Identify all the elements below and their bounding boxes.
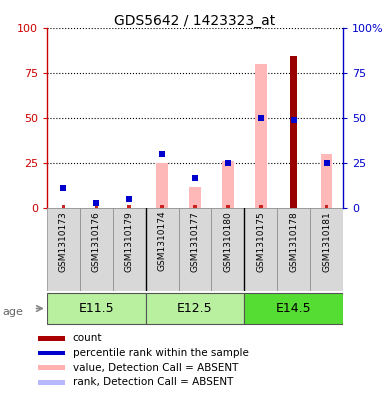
- Bar: [145, 292, 245, 325]
- Bar: [325, 205, 328, 208]
- Text: GSM1310180: GSM1310180: [223, 211, 232, 272]
- Text: E11.5: E11.5: [78, 302, 114, 315]
- Text: GSM1310177: GSM1310177: [190, 211, 200, 272]
- Text: GSM1310174: GSM1310174: [158, 211, 167, 272]
- Bar: [193, 205, 197, 208]
- Bar: [277, 208, 310, 291]
- Bar: [259, 205, 262, 208]
- Bar: [47, 292, 145, 325]
- Text: E14.5: E14.5: [276, 302, 312, 315]
- Bar: [160, 205, 164, 208]
- Text: GSM1310175: GSM1310175: [256, 211, 265, 272]
- Bar: [62, 205, 65, 208]
- Bar: [222, 161, 234, 208]
- Bar: [255, 64, 267, 208]
- Bar: [245, 292, 343, 325]
- Text: GSM1310176: GSM1310176: [92, 211, 101, 272]
- Bar: [189, 187, 201, 208]
- Bar: [310, 208, 343, 291]
- Bar: [113, 208, 145, 291]
- Bar: [38, 336, 65, 341]
- Bar: [38, 380, 65, 385]
- Text: GSM1310173: GSM1310173: [59, 211, 68, 272]
- Text: GSM1310179: GSM1310179: [125, 211, 134, 272]
- Text: rank, Detection Call = ABSENT: rank, Detection Call = ABSENT: [73, 377, 233, 387]
- Bar: [38, 365, 65, 370]
- Bar: [321, 154, 333, 208]
- Bar: [179, 208, 211, 291]
- Bar: [38, 351, 65, 355]
- Bar: [145, 208, 179, 291]
- Bar: [211, 208, 245, 291]
- Bar: [47, 208, 80, 291]
- Text: age: age: [2, 307, 23, 318]
- Bar: [245, 208, 277, 291]
- Bar: [80, 208, 113, 291]
- Text: GSM1310181: GSM1310181: [322, 211, 331, 272]
- Bar: [226, 205, 230, 208]
- Text: percentile rank within the sample: percentile rank within the sample: [73, 348, 249, 358]
- Text: E12.5: E12.5: [177, 302, 213, 315]
- Bar: [128, 205, 131, 208]
- Text: GSM1310178: GSM1310178: [289, 211, 298, 272]
- Bar: [156, 163, 168, 208]
- Text: count: count: [73, 333, 102, 343]
- Bar: [290, 57, 298, 208]
- Text: value, Detection Call = ABSENT: value, Detection Call = ABSENT: [73, 363, 238, 373]
- Text: GDS5642 / 1423323_at: GDS5642 / 1423323_at: [114, 14, 276, 28]
- Bar: [94, 205, 98, 208]
